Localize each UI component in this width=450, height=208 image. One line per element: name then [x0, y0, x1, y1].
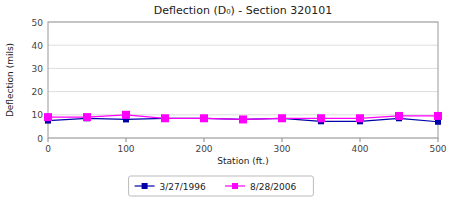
point [434, 112, 442, 120]
y-tick-label: 40 [32, 41, 44, 51]
x-tick [126, 138, 127, 142]
point [122, 111, 130, 119]
legend-marker [232, 183, 238, 189]
point [239, 115, 247, 123]
y-tick-label: 30 [32, 64, 44, 74]
plot-frame [48, 22, 438, 138]
x-tick [360, 138, 361, 142]
x-tick-label: 200 [195, 144, 212, 154]
point [201, 115, 207, 121]
point [83, 113, 91, 121]
y-tick-label: 20 [32, 87, 44, 97]
y-axis-label: Deflection (mils) [5, 43, 15, 117]
legend-label: 3/27/1996 [160, 182, 206, 192]
plot-area [44, 111, 442, 125]
grid-line [48, 45, 438, 46]
point [317, 114, 325, 122]
legend-marker [142, 183, 148, 189]
grid-line [48, 91, 438, 92]
point [44, 113, 52, 121]
y-tick-label: 50 [32, 18, 44, 28]
x-tick-label: 400 [351, 144, 368, 154]
x-tick [204, 138, 205, 142]
x-tick [438, 138, 439, 142]
y-tick-label: 10 [32, 110, 44, 120]
chart: Deflection (D₀) - Section 320101 0 10 20 30 4… [0, 0, 450, 208]
x-tick [48, 138, 49, 142]
legend: 3/27/1996 8/28/2006 [129, 176, 314, 196]
legend-label: 8/28/2006 [250, 182, 296, 192]
point [356, 114, 364, 122]
title: Deflection (D₀) - Section 320101 [154, 4, 332, 17]
grid-line [48, 114, 438, 115]
x-tick-label: 500 [429, 144, 446, 154]
y-tick-label: 0 [37, 134, 43, 144]
grid-line [48, 68, 438, 69]
x-tick [282, 138, 283, 142]
x-axis-label: Station (ft.) [217, 156, 268, 166]
point [395, 112, 403, 120]
x-tick-label: 300 [273, 144, 290, 154]
x-tick-label: 100 [117, 144, 134, 154]
point [279, 115, 285, 121]
x-tick-label: 0 [45, 144, 51, 154]
point [278, 114, 286, 122]
legend-box [129, 176, 314, 196]
point [240, 116, 246, 122]
point [200, 114, 208, 122]
point [162, 115, 168, 121]
point [161, 114, 169, 122]
